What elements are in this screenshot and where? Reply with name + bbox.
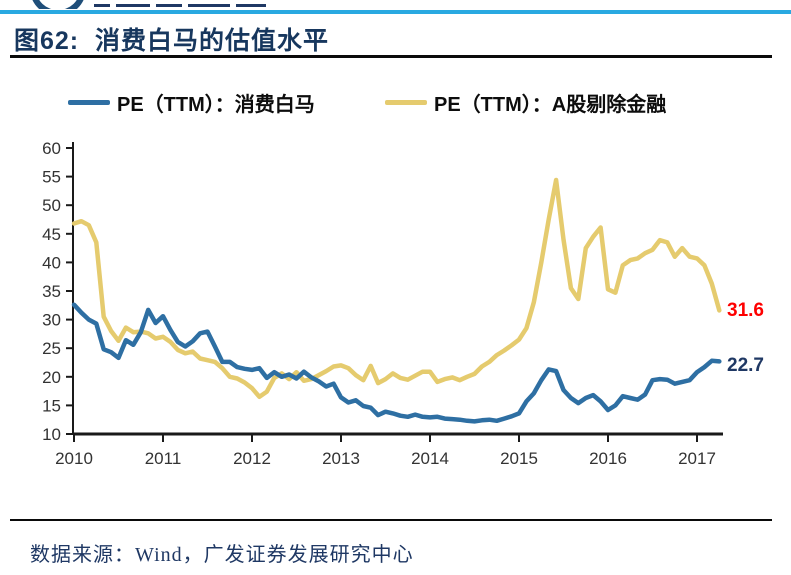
x-axis-tick-label: 2014 [411, 449, 449, 468]
logo-text-fragment [94, 4, 110, 7]
figure-title: 图62: 消费白马的估值水平 [14, 27, 330, 55]
y-axis-tick-label: 25 [42, 339, 61, 358]
y-axis-tick-label: 40 [42, 253, 61, 272]
y-axis-tick-label: 35 [42, 282, 61, 301]
series-end-value-consumer: 22.7 [727, 355, 764, 376]
legend-entry-consumer: PE（TTM）：消费白马 [68, 90, 315, 116]
line-series-consumer-bluechips [71, 302, 722, 424]
y-axis-tick-label: 10 [42, 425, 61, 444]
legend-label-ashares: PE（TTM）：A股剔除金融 [434, 93, 667, 116]
data-source-note: 数据来源：Wind，广发证券发展研究中心 [30, 544, 414, 566]
y-axis-tick-label: 20 [42, 368, 61, 387]
logo-text-fragment [236, 4, 266, 7]
legend-entry-ashares: PE（TTM）：A股剔除金融 [385, 90, 667, 116]
logo-text-fragment [116, 4, 150, 7]
line-series-ashares-ex-financials [71, 177, 722, 400]
y-axis-tick-label: 55 [42, 168, 61, 187]
header-accent-rule [0, 10, 791, 14]
logo-text-fragment [188, 4, 230, 7]
footer-divider [10, 519, 772, 521]
x-axis-tick-label: 2015 [500, 449, 538, 468]
y-axis-tick-label: 15 [42, 396, 61, 415]
series-end-value-ashares: 31.6 [727, 300, 764, 321]
title-underline [10, 55, 772, 58]
y-axis-tick-label: 30 [42, 311, 61, 330]
logo-text-fragment [156, 4, 182, 7]
x-axis-tick-label: 2011 [145, 449, 182, 468]
x-axis-tick-label: 2017 [678, 449, 716, 468]
x-axis-tick-label: 2016 [589, 449, 627, 468]
y-axis-tick-label: 50 [42, 196, 61, 215]
clipped-header-strip [0, 0, 791, 9]
legend-line-swatch-yellow [385, 99, 427, 105]
x-axis-tick-label: 2010 [55, 449, 93, 468]
company-logo-icon [30, 0, 86, 9]
legend-label-consumer: PE（TTM）：消费白马 [117, 93, 315, 116]
legend-line-swatch-blue [68, 99, 110, 105]
y-axis-tick-label: 45 [42, 225, 61, 244]
y-axis-tick-label: 60 [42, 139, 61, 158]
x-axis-tick-label: 2012 [233, 449, 271, 468]
pe-line-chart: 10 15 20 25 30 35 40 45 50 55 60 2010 2011 2012 2013 20… [42, 139, 723, 468]
x-axis-tick-label: 2013 [322, 449, 360, 468]
